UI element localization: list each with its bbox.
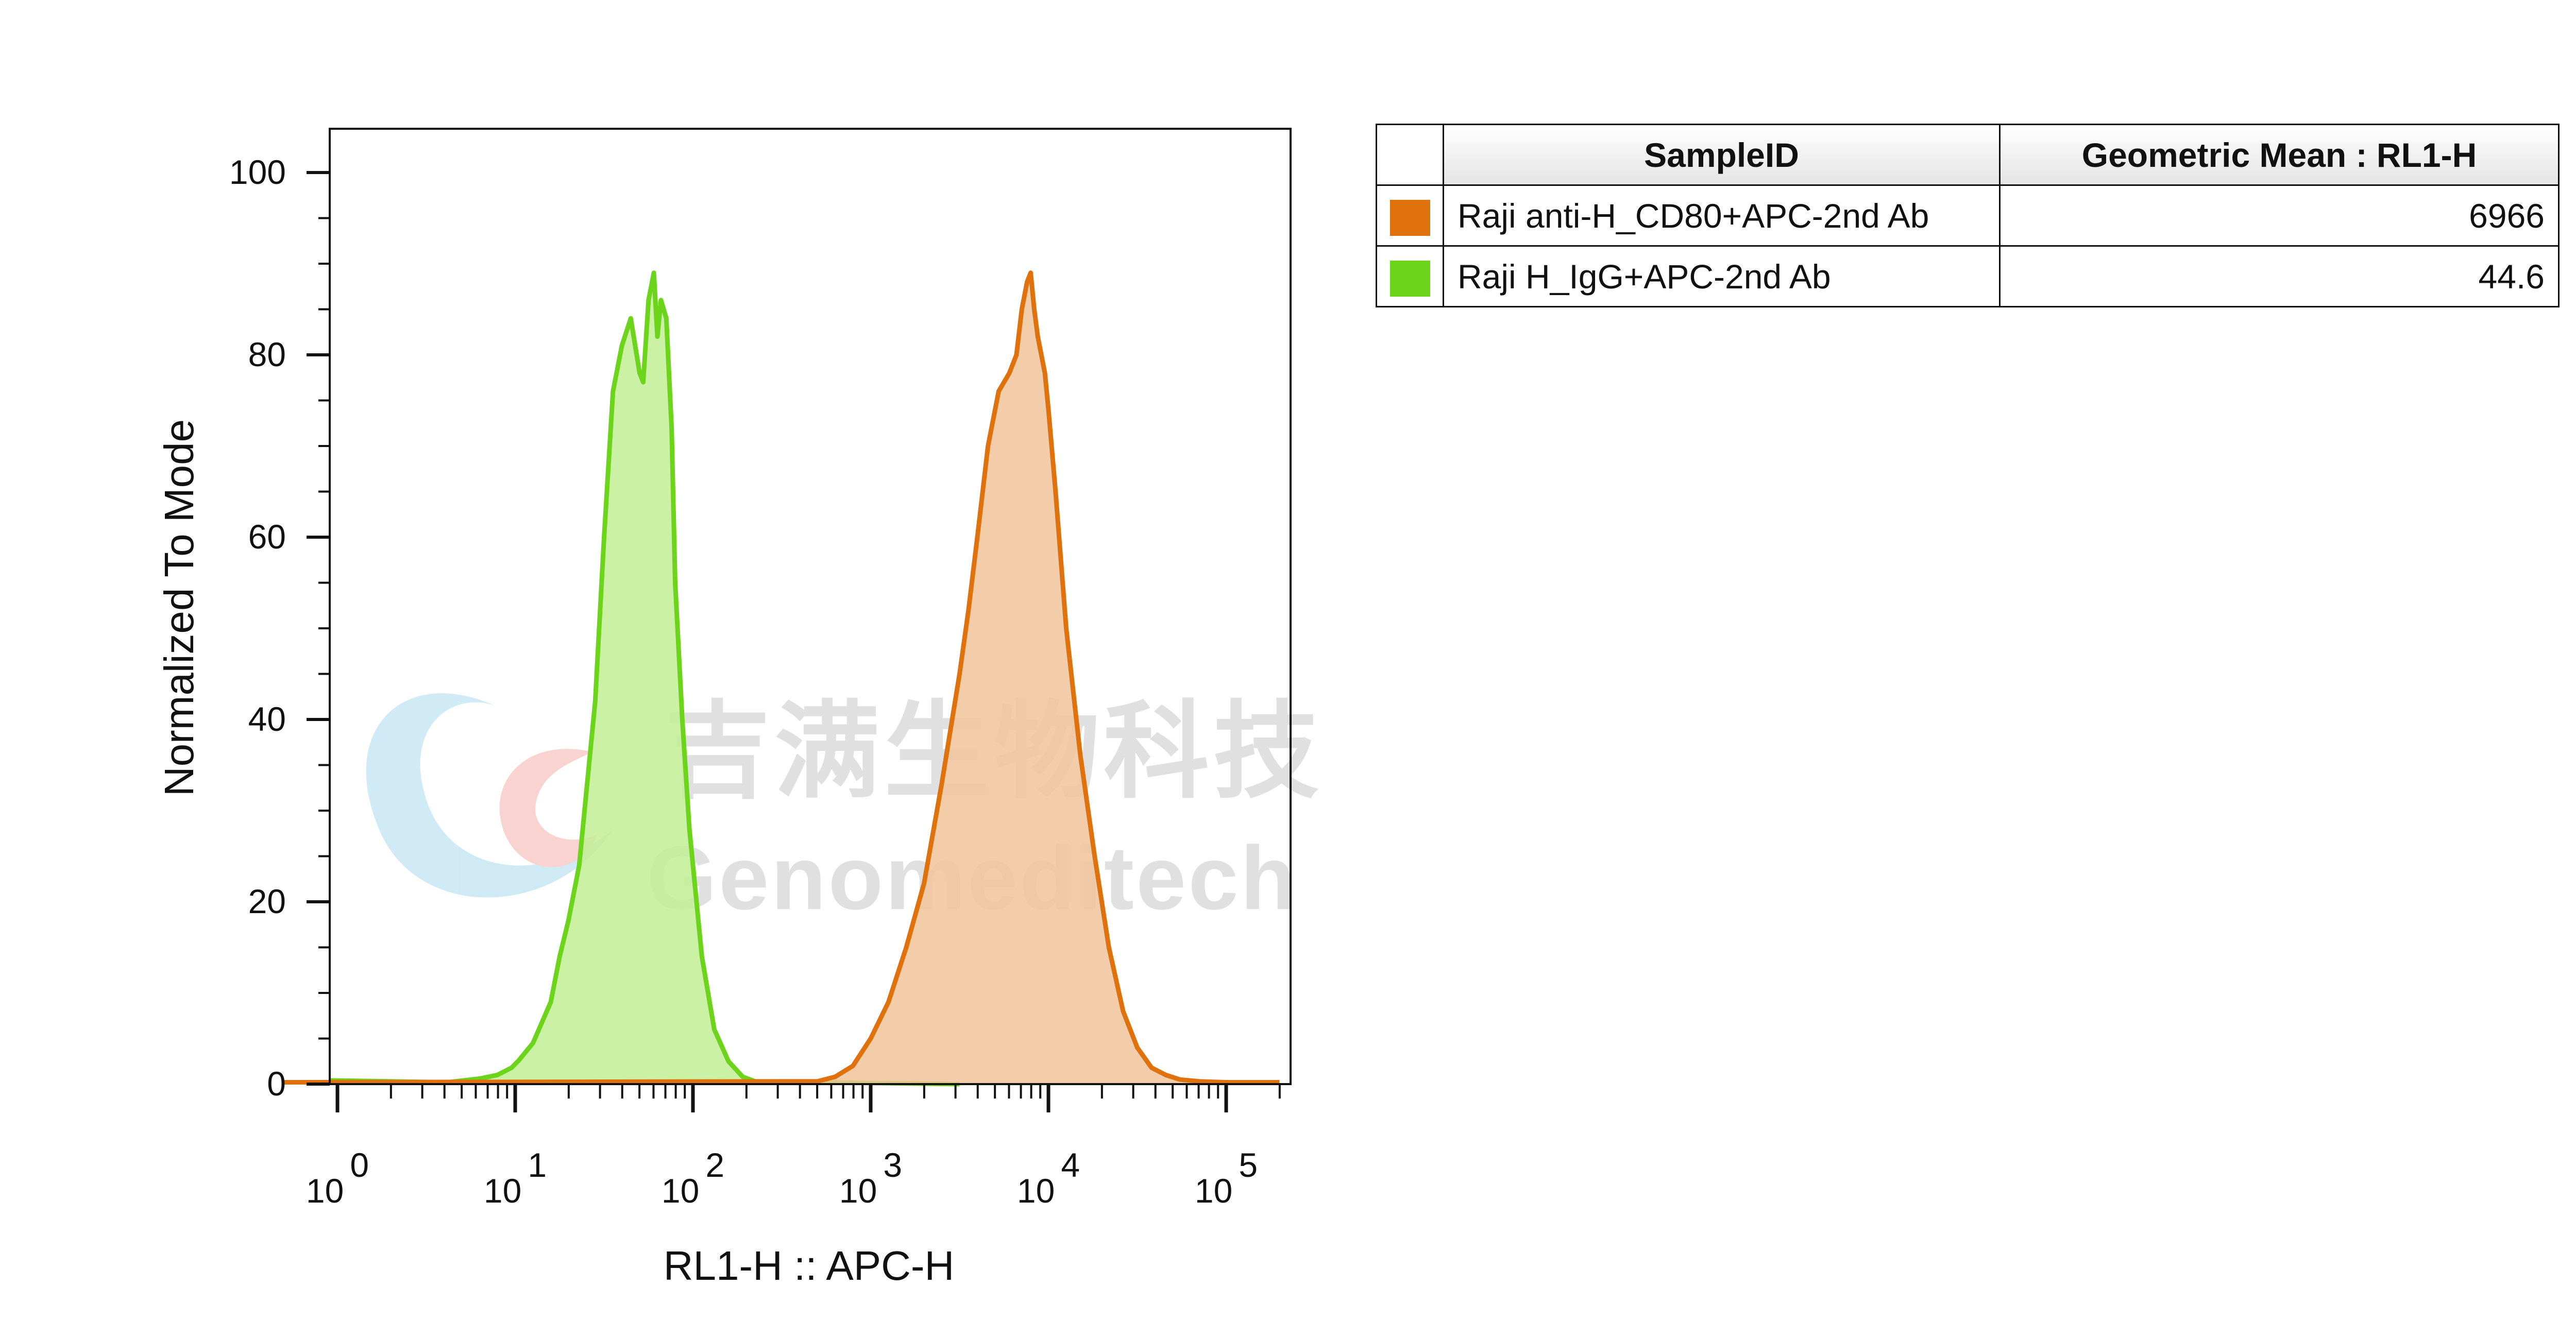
legend-header-geo-mean: Geometric Mean : RL1-H: [1999, 124, 2560, 186]
legend-swatch-cell: [1376, 245, 1444, 307]
legend-geo-mean-value: 44.6: [1999, 245, 2560, 307]
series-fill-0: [328, 272, 960, 1085]
watermark-logo-icon: [366, 693, 613, 898]
legend-header-row: SampleID Geometric Mean : RL1-H: [1376, 124, 2560, 186]
watermark-logo-accent-icon: [499, 749, 598, 867]
x-tick-label: 102: [662, 1146, 724, 1210]
series-layer: [284, 270, 1280, 1087]
x-tick-label: 103: [839, 1146, 902, 1210]
y-axis-title: Normalized To Mode: [156, 419, 202, 796]
y-tick-label: 100: [229, 153, 286, 191]
watermark: 吉满生物科技 Genomeditech: [366, 691, 1319, 929]
legend-swatch-cell: [1376, 184, 1444, 247]
legend-header-sample-id: SampleID: [1443, 124, 2001, 186]
legend-swatch-green: [1389, 260, 1430, 297]
x-tick-label: 101: [484, 1146, 547, 1210]
y-axis: 0 20 40 60 80 100: [229, 153, 330, 1103]
y-tick-label: 0: [267, 1065, 286, 1103]
legend-row: Raji anti-H_CD80+APC-2nd Ab 6966: [1376, 184, 2560, 247]
x-axis: 100 101 102 103 104 105: [306, 1084, 1281, 1210]
series-fill-1: [284, 272, 1280, 1085]
legend-row: Raji H_IgG+APC-2nd Ab 44.6: [1376, 245, 2560, 307]
series-line-0: [328, 270, 960, 1087]
legend-swatch-orange: [1389, 199, 1430, 236]
legend-header-swatch: [1376, 124, 1444, 186]
x-tick-label: 105: [1195, 1146, 1258, 1210]
x-tick-label: 104: [1017, 1146, 1080, 1210]
plot-frame: [329, 128, 1292, 1085]
series-line-1: [284, 270, 1280, 1085]
legend-table: SampleID Geometric Mean : RL1-H Raji ant…: [1376, 124, 2560, 307]
legend-geo-mean-value: 6966: [1999, 184, 2560, 247]
y-tick-label: 40: [248, 700, 286, 738]
legend-sample-name: Raji anti-H_CD80+APC-2nd Ab: [1443, 184, 2001, 247]
y-tick-label: 60: [248, 518, 286, 556]
x-axis-title: RL1-H :: APC-H: [664, 1243, 955, 1289]
legend-sample-name: Raji H_IgG+APC-2nd Ab: [1443, 245, 2001, 307]
y-tick-label: 80: [248, 335, 286, 373]
y-tick-label: 20: [248, 882, 286, 920]
x-tick-label: 100: [306, 1146, 369, 1210]
